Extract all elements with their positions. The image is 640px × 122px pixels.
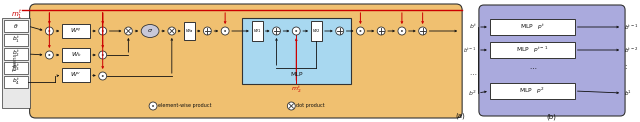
Text: $w_2$: $w_2$ [312,27,321,35]
Circle shape [99,51,107,59]
Text: dot product: dot product [296,103,325,108]
Bar [311,21,322,41]
Bar [62,48,90,62]
Circle shape [49,30,50,32]
Bar [490,42,575,58]
Text: (b): (b) [546,114,556,120]
Circle shape [102,54,104,56]
Ellipse shape [141,25,159,37]
Text: $\theta$: $\theta$ [13,22,19,30]
Bar [4,20,28,32]
Text: $m_2^t$: $m_2^t$ [291,85,301,95]
Circle shape [356,27,364,35]
Bar [242,18,351,84]
Circle shape [152,105,154,107]
Bar [184,22,195,40]
Text: $b^{t-2}$: $b^{t-2}$ [624,45,638,55]
Circle shape [102,30,104,32]
Circle shape [377,27,385,35]
Circle shape [398,27,406,35]
Text: $W_k$: $W_k$ [70,51,81,59]
Text: $m_1^t$: $m_1^t$ [11,7,22,20]
Circle shape [45,51,53,59]
Circle shape [204,27,211,35]
Circle shape [102,75,104,77]
Text: element-wise product: element-wise product [158,103,211,108]
Circle shape [419,27,427,35]
Circle shape [49,54,50,56]
Text: $b_2^t$: $b_2^t$ [12,49,20,59]
Circle shape [99,27,107,35]
Circle shape [296,30,297,32]
Circle shape [168,27,176,35]
Text: $b^1$: $b^1$ [624,88,632,98]
Circle shape [273,27,280,35]
Text: $b_1^t$: $b_1^t$ [12,35,20,45]
Text: $b_3^t$: $b_3^t$ [12,63,20,73]
Text: $w_1$: $w_1$ [253,27,261,35]
FancyBboxPatch shape [29,4,462,118]
Text: MLP   $p^2$: MLP $p^2$ [520,86,545,96]
Bar [4,48,28,60]
Bar [252,21,262,41]
Circle shape [292,27,300,35]
Circle shape [336,27,344,35]
Circle shape [149,102,157,110]
FancyBboxPatch shape [479,5,625,116]
Text: $\cdots$: $\cdots$ [468,70,477,76]
Circle shape [221,27,229,35]
Bar [490,83,575,99]
Circle shape [99,72,107,80]
Circle shape [124,27,132,35]
Text: MLP: MLP [290,72,303,77]
Bar [62,68,90,82]
Text: $W^v$: $W^v$ [70,71,82,79]
Text: MLP   $p^t$: MLP $p^t$ [520,22,545,32]
Text: $b^{t-1}$: $b^{t-1}$ [624,22,638,32]
Bar [4,76,28,88]
Text: $b_4^t$: $b_4^t$ [12,77,20,87]
Text: $\cdots$: $\cdots$ [529,64,538,70]
Text: Tokens: Tokens [13,54,19,72]
Text: MLP   $p^{t-1}$: MLP $p^{t-1}$ [516,45,548,55]
Circle shape [225,30,226,32]
Text: $b^t$: $b^t$ [468,23,477,31]
Bar [4,62,28,74]
Circle shape [401,30,403,32]
Bar [490,19,575,35]
Text: $\sigma$: $\sigma$ [147,27,153,35]
Text: $b^2$: $b^2$ [468,88,477,98]
Bar [62,24,90,38]
Text: (a): (a) [455,113,465,119]
Text: $b^{t-1}$: $b^{t-1}$ [463,45,477,55]
Bar [2,18,29,108]
Circle shape [360,30,361,32]
Text: $w_a$: $w_a$ [185,27,193,35]
Bar [4,34,28,46]
Text: $W^q$: $W^q$ [70,27,82,35]
Circle shape [287,102,295,110]
Text: :: : [624,64,627,70]
Circle shape [45,27,53,35]
